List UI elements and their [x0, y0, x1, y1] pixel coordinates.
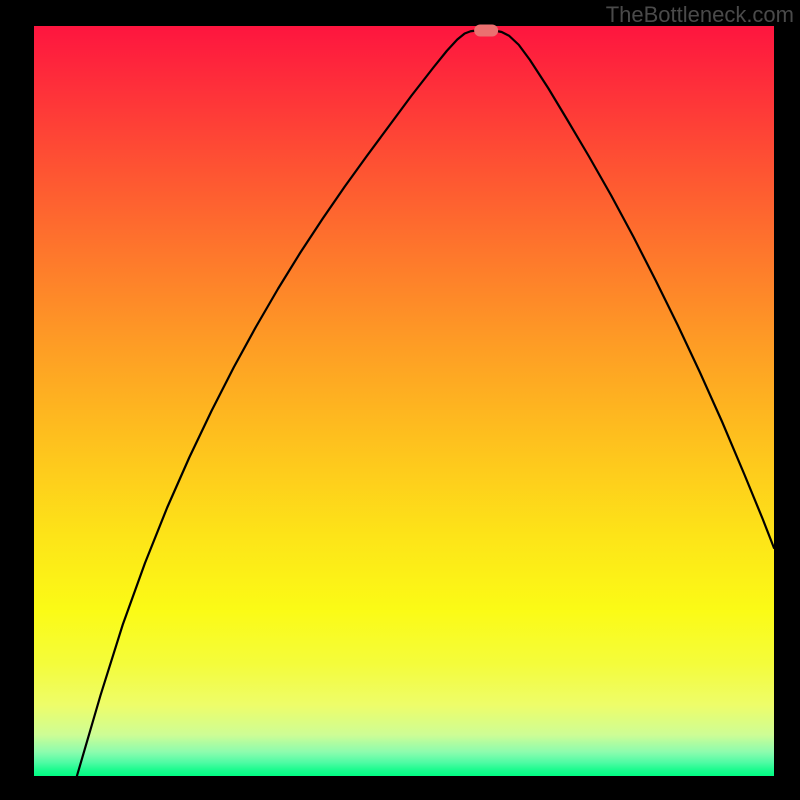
plot-background	[34, 26, 774, 776]
optimal-marker	[474, 25, 498, 37]
chart-container: TheBottleneck.com	[0, 0, 800, 800]
bottleneck-chart	[0, 0, 800, 800]
watermark-label: TheBottleneck.com	[606, 2, 794, 28]
